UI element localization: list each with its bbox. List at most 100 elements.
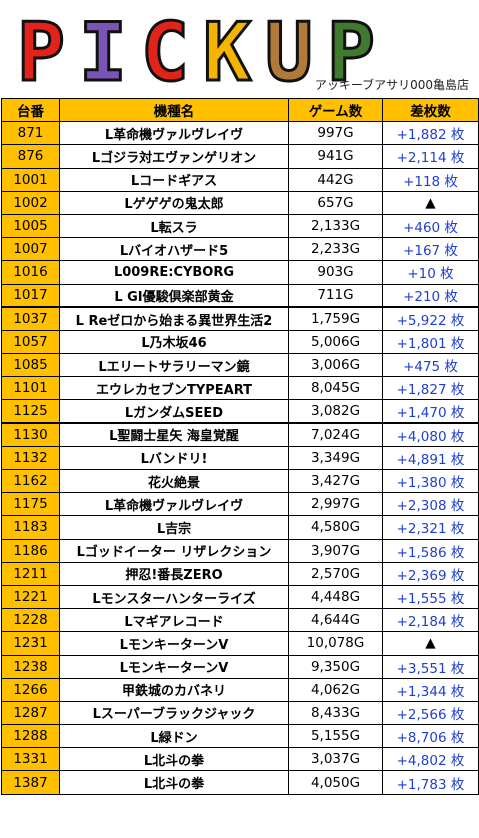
machine-name-cell: LモンキーターンV	[59, 654, 289, 679]
table-row: 871 L革命機ヴァルヴレイヴ 997G +1,882 枚	[1, 121, 479, 146]
game-count-cell: 2,997G	[288, 492, 383, 517]
table-row: 1211 押忍!番長ZERO 2,570G +2,369 枚	[1, 561, 479, 586]
coin-diff-cell: +4,802 枚	[382, 747, 479, 772]
machine-number-cell: 871	[1, 121, 60, 146]
table-row: 1037 L Reゼロから始まる異世界生活2 1,759G +5,922 枚	[1, 306, 479, 331]
coin-diff-cell: +460 枚	[382, 213, 479, 239]
machine-number-cell: 1288	[1, 724, 60, 749]
table-row: 1221 Lモンスターハンターライズ 4,448G +1,555 枚	[1, 584, 479, 610]
logo-letter: P	[325, 6, 376, 99]
machine-number-cell: 1005	[1, 213, 60, 239]
table-row: 1238 LモンキーターンV 9,350G +3,551 枚	[1, 654, 479, 679]
game-count-cell: 4,580G	[288, 515, 383, 540]
machine-number-cell: 1183	[1, 515, 60, 540]
coin-diff-cell: +5,922 枚	[382, 306, 479, 331]
table-row: 1101 エウレカセブンTYPEART 8,045G +1,827 枚	[1, 376, 479, 401]
machine-number-cell: 1101	[1, 376, 60, 401]
table-row: 1002 Lゲゲゲの鬼太郎 657G ▲	[1, 190, 479, 215]
machine-number-cell: 1331	[1, 747, 60, 772]
coin-diff-cell: ▲	[382, 631, 479, 656]
machine-name-cell: Lマギアレコード	[59, 608, 289, 633]
machine-number-cell: 1037	[1, 306, 60, 331]
table-row: 1057 L乃木坂46 5,006G +1,801 枚	[1, 329, 479, 355]
machine-name-cell: Lバンドリ!	[59, 445, 289, 471]
machine-number-cell: 1016	[1, 260, 60, 285]
game-count-cell: 3,349G	[288, 445, 383, 471]
coin-diff-cell: +1,380 枚	[382, 468, 479, 494]
logo-letter: C	[139, 6, 190, 99]
machine-name-cell: Lモンスターハンターライズ	[59, 584, 289, 610]
game-count-cell: 4,448G	[288, 584, 383, 610]
machine-name-cell: L緑ドン	[59, 724, 289, 749]
machine-name-cell: L GI優駿倶楽部黄金	[59, 283, 289, 309]
logo-letter: K	[201, 6, 252, 99]
coin-diff-cell: +2,114 枚	[382, 144, 479, 169]
table-row: 1183 L吉宗 4,580G +2,321 枚	[1, 515, 479, 540]
logo-letter: P	[15, 6, 66, 99]
coin-diff-cell: +4,080 枚	[382, 422, 479, 447]
table-row: 1162 花火絶景 3,427G +1,380 枚	[1, 468, 479, 494]
table-row: 1001 Lコードギアス 442G +118 枚	[1, 167, 479, 192]
coin-diff-cell: +1,783 枚	[382, 770, 479, 795]
machine-number-cell: 1002	[1, 190, 60, 215]
machine-number-cell: 1228	[1, 608, 60, 633]
logo-letter: I	[77, 6, 128, 99]
coin-diff-cell: +167 枚	[382, 237, 479, 262]
table-row: 1231 LモンキーターンV 10,078G ▲	[1, 631, 479, 656]
machine-name-cell: L009RE:CYBORG	[59, 260, 289, 285]
table-row: 1130 L聖闘士星矢 海皇覚醒 7,024G +4,080 枚	[1, 422, 479, 447]
column-header-machine-no: 台番	[1, 97, 60, 123]
machine-name-cell: L吉宗	[59, 515, 289, 540]
coin-diff-cell: +2,321 枚	[382, 515, 479, 540]
table-row: 1228 Lマギアレコード 4,644G +2,184 枚	[1, 608, 479, 633]
machine-number-cell: 1001	[1, 167, 60, 192]
table-row: 1016 L009RE:CYBORG 903G +10 枚	[1, 260, 479, 285]
machine-name-cell: L革命機ヴァルヴレイヴ	[59, 121, 289, 146]
machine-name-cell: エウレカセブンTYPEART	[59, 376, 289, 401]
table-row: 1007 Lバイオハザード5 2,233G +167 枚	[1, 237, 479, 262]
coin-diff-cell: ▲	[382, 190, 479, 215]
machine-number-cell: 1231	[1, 631, 60, 656]
game-count-cell: 8,045G	[288, 376, 383, 401]
machine-name-cell: L北斗の拳	[59, 770, 289, 795]
table-row: 876 Lゴジラ対エヴァンゲリオン 941G +2,114 枚	[1, 144, 479, 169]
game-count-cell: 2,233G	[288, 237, 383, 262]
machine-name-cell: LガンダムSEED	[59, 399, 289, 425]
machine-name-cell: L聖闘士星矢 海皇覚醒	[59, 422, 289, 447]
machine-name-cell: Lゲゲゲの鬼太郎	[59, 190, 289, 215]
coin-diff-cell: +210 枚	[382, 283, 479, 309]
game-count-cell: 5,155G	[288, 724, 383, 749]
coin-diff-cell: +118 枚	[382, 167, 479, 192]
logo-letter: U	[263, 6, 314, 99]
machine-number-cell: 1057	[1, 329, 60, 355]
coin-diff-cell: +1,827 枚	[382, 376, 479, 401]
game-count-cell: 903G	[288, 260, 383, 285]
machine-number-cell: 1125	[1, 399, 60, 425]
machine-number-cell: 1085	[1, 353, 60, 378]
column-header-game-count: ゲーム数	[288, 97, 383, 123]
game-count-cell: 3,427G	[288, 468, 383, 494]
game-count-cell: 711G	[288, 283, 383, 309]
column-header-machine-name: 機種名	[59, 97, 289, 123]
game-count-cell: 657G	[288, 190, 383, 215]
machine-name-cell: LモンキーターンV	[59, 631, 289, 656]
machine-number-cell: 1017	[1, 283, 60, 309]
coin-diff-cell: +2,184 枚	[382, 608, 479, 633]
table-row: 1132 Lバンドリ! 3,349G +4,891 枚	[1, 445, 479, 471]
coin-diff-cell: +475 枚	[382, 353, 479, 378]
machine-name-cell: 花火絶景	[59, 468, 289, 494]
game-count-cell: 997G	[288, 121, 383, 146]
game-count-cell: 3,037G	[288, 747, 383, 772]
coin-diff-cell: +2,566 枚	[382, 700, 479, 726]
pickup-table: 台番 機種名 ゲーム数 差枚数 871 L革命機ヴァルヴレイヴ 997G +1,882…	[1, 97, 479, 795]
game-count-cell: 8,433G	[288, 700, 383, 726]
machine-number-cell: 1238	[1, 654, 60, 679]
coin-diff-cell: +1,344 枚	[382, 677, 479, 702]
coin-diff-cell: +1,882 枚	[382, 121, 479, 146]
game-count-cell: 5,006G	[288, 329, 383, 355]
game-count-cell: 2,570G	[288, 561, 383, 586]
game-count-cell: 7,024G	[288, 422, 383, 447]
table-body: 871 L革命機ヴァルヴレイヴ 997G +1,882 枚 876 Lゴジラ対エヴァンゲリ…	[1, 121, 479, 795]
machine-name-cell: Lコードギアス	[59, 167, 289, 192]
